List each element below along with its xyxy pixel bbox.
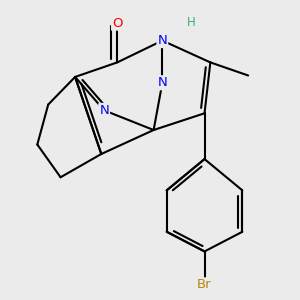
Text: H: H: [187, 16, 196, 29]
Text: N: N: [158, 76, 167, 89]
Text: N: N: [99, 104, 109, 117]
Text: N: N: [158, 34, 167, 47]
Text: O: O: [112, 16, 122, 30]
Text: Br: Br: [197, 278, 212, 291]
